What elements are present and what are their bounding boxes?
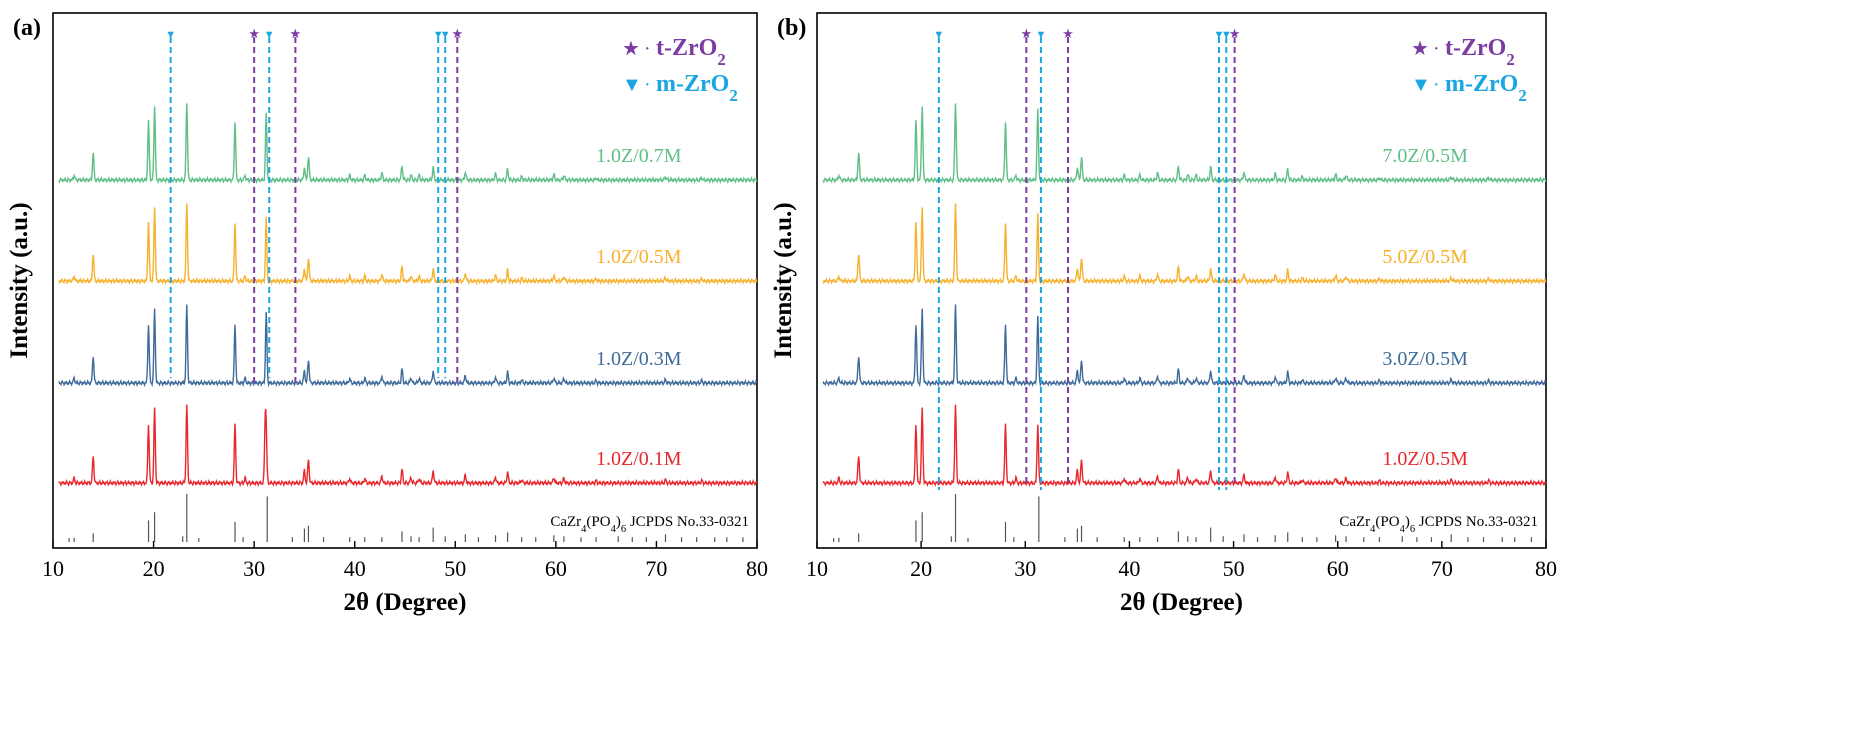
panel-label: (a) <box>13 15 41 41</box>
triangle-down-icon: ▼ <box>264 29 275 41</box>
series-label: 1.0Z/0.7M <box>596 145 682 167</box>
x-tick-label: 30 <box>243 556 265 581</box>
legend-label: m-ZrO2 <box>656 71 738 105</box>
star-icon: ★ <box>1062 26 1074 41</box>
xrd-trace-10Z03M <box>58 304 758 388</box>
x-tick-label: 10 <box>42 556 64 581</box>
reference-label: CaZr4(PO4)6 JCPDS No.33-0321 <box>1339 514 1538 535</box>
panel-a: 10 20 30 40 50 60 70 80 2θ (Degree) Intensity (a.… <box>6 12 768 616</box>
triangle-down-icon: ▼ <box>165 29 176 41</box>
xrd-trace-10Z05M <box>822 404 1547 488</box>
star-icon: ★ <box>451 26 463 41</box>
x-tick-label: 60 <box>1327 556 1349 581</box>
x-axis-title: 2θ (Degree) <box>344 589 467 616</box>
triangle-down-icon: ▼ <box>440 29 451 41</box>
series-label: 1.0Z/0.1M <box>596 448 682 470</box>
x-tick-label: 40 <box>344 556 366 581</box>
legend-separator: · <box>644 38 651 60</box>
star-icon: ★ <box>622 38 640 60</box>
series-label: 1.0Z/0.5M <box>1382 448 1468 470</box>
x-tick-label: 50 <box>1223 556 1245 581</box>
series-label: 1.0Z/0.5M <box>596 246 682 268</box>
y-axis-title: Intensity (a.u.) <box>770 202 797 358</box>
x-tick-label: 70 <box>645 556 667 581</box>
legend-separator: · <box>1433 74 1440 96</box>
xrd-trace-70Z05M <box>822 103 1547 185</box>
x-axis-title: 2θ (Degree) <box>1120 589 1243 616</box>
xrd-trace-50Z05M <box>822 203 1547 286</box>
legend-label: t-ZrO2 <box>1445 35 1515 69</box>
triangle-down-icon: ▼ <box>933 29 944 41</box>
triangle-down-icon: ▼ <box>433 29 444 41</box>
star-icon: ★ <box>248 26 260 41</box>
legend-label: m-ZrO2 <box>1445 71 1527 105</box>
y-axis-title: Intensity (a.u.) <box>6 202 33 358</box>
star-icon: ★ <box>1229 26 1241 41</box>
x-tick-label: 70 <box>1431 556 1453 581</box>
x-tick-label: 80 <box>746 556 768 581</box>
triangle-down-icon: ▼ <box>622 74 642 96</box>
triangle-down-icon: ▼ <box>1214 29 1225 41</box>
series-label: 7.0Z/0.5M <box>1382 145 1468 167</box>
xrd-trace-30Z05M <box>822 304 1547 388</box>
series-label: 5.0Z/0.5M <box>1382 246 1468 268</box>
x-tick-label: 30 <box>1014 556 1036 581</box>
xrd-trace-10Z07M <box>58 103 758 185</box>
x-tick-label: 80 <box>1535 556 1557 581</box>
legend-label: t-ZrO2 <box>656 35 726 69</box>
panel-b: 10 20 30 40 50 60 70 80 2θ (Degree) Intensity (a.… <box>770 12 1557 616</box>
legend-separator: · <box>644 74 651 96</box>
panel-label: (b) <box>777 15 806 41</box>
star-icon: ★ <box>1411 38 1429 60</box>
xrd-trace-10Z01M <box>58 404 758 488</box>
x-tick-label: 60 <box>545 556 567 581</box>
triangle-down-icon: ▼ <box>1221 29 1232 41</box>
series-label: 1.0Z/0.3M <box>596 348 682 370</box>
star-icon: ★ <box>290 26 302 41</box>
reference-label: CaZr4(PO4)6 JCPDS No.33-0321 <box>550 514 749 535</box>
series-label: 3.0Z/0.5M <box>1382 348 1468 370</box>
triangle-down-icon: ▼ <box>1411 74 1431 96</box>
x-tick-label: 50 <box>444 556 466 581</box>
star-icon: ★ <box>1020 26 1032 41</box>
x-tick-label: 20 <box>143 556 165 581</box>
x-tick-label: 10 <box>806 556 828 581</box>
xrd-trace-10Z05M <box>58 203 758 286</box>
legend-separator: · <box>1433 38 1440 60</box>
x-tick-label: 40 <box>1118 556 1140 581</box>
triangle-down-icon: ▼ <box>1035 29 1046 41</box>
x-tick-label: 20 <box>910 556 932 581</box>
